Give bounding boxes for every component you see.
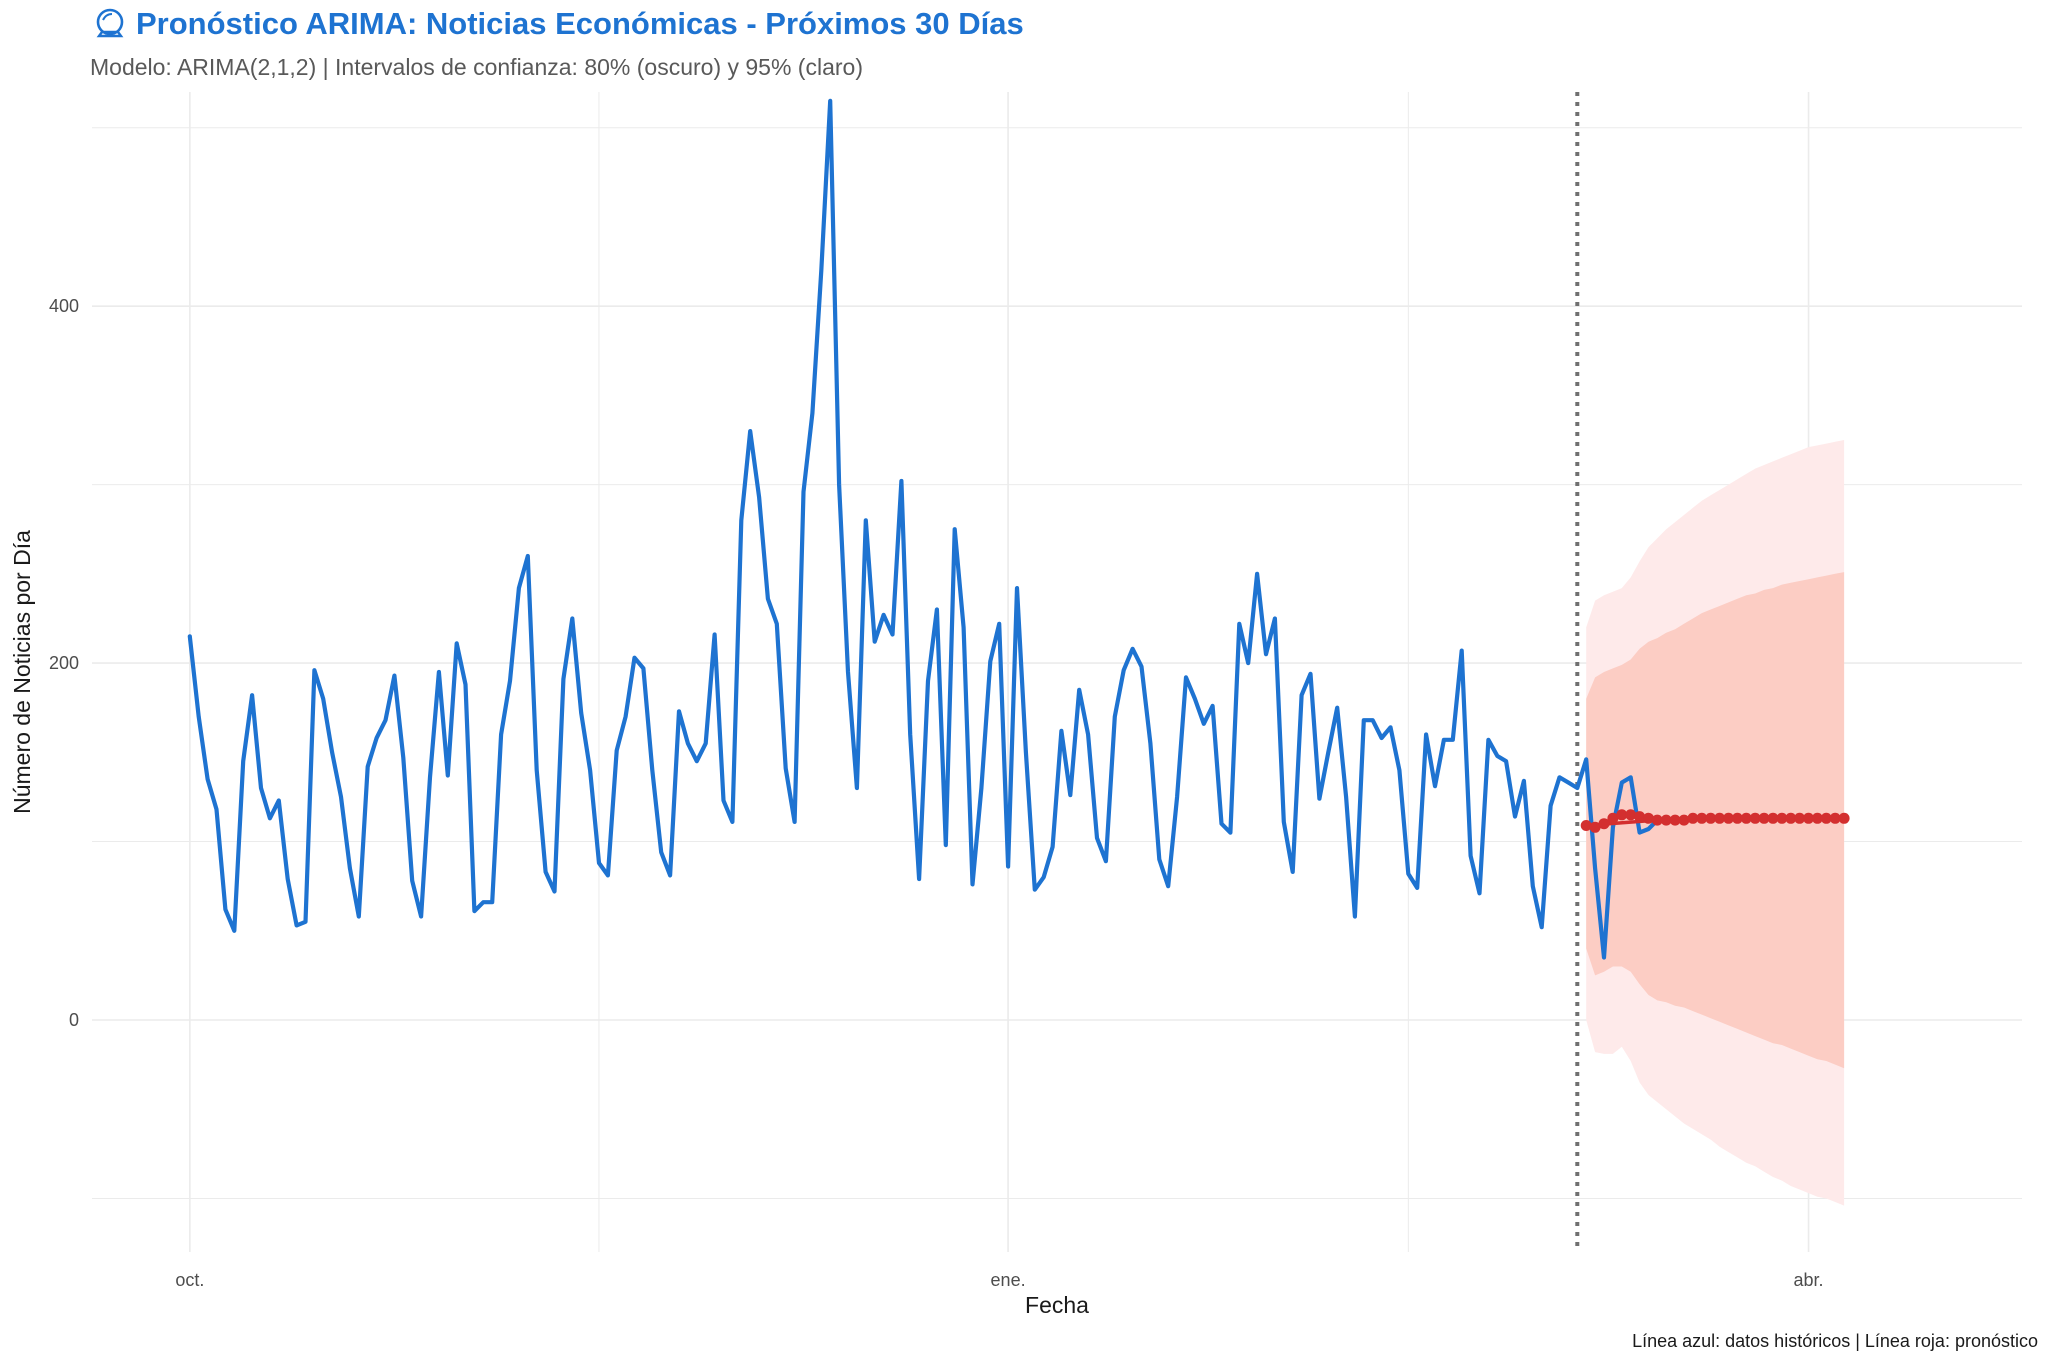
y-tick-label: 400 xyxy=(49,296,79,316)
forecast-point xyxy=(1731,812,1743,824)
y-tick-label: 0 xyxy=(69,1010,79,1030)
forecast-point xyxy=(1651,814,1663,826)
axis-ticks: oct. ene. abr. 0 200 400 xyxy=(49,296,1824,1290)
forecast-point xyxy=(1758,812,1770,824)
forecast-point xyxy=(1829,812,1841,824)
forecast-point xyxy=(1669,814,1681,826)
forecast-point xyxy=(1811,812,1823,824)
chart-title: Pronóstico ARIMA: Noticias Económicas - … xyxy=(136,6,1024,41)
forecast-point xyxy=(1740,812,1752,824)
chart-subtitle: Modelo: ARIMA(2,1,2) | Intervalos de con… xyxy=(90,54,863,80)
forecast-point xyxy=(1589,821,1601,833)
forecast-point xyxy=(1776,812,1788,824)
chart-title-row: Pronóstico ARIMA: Noticias Económicas - … xyxy=(92,6,1024,42)
forecast-point xyxy=(1838,812,1850,824)
forecast-point xyxy=(1607,812,1619,824)
forecast-point xyxy=(1580,820,1592,831)
forecast-point xyxy=(1660,814,1672,826)
forecast-point xyxy=(1723,812,1734,824)
forecast-point xyxy=(1625,809,1637,821)
forecast-point xyxy=(1749,812,1761,824)
chart-caption: Línea azul: datos históricos | Línea roj… xyxy=(1632,1331,2038,1351)
forecast-point xyxy=(1687,812,1699,824)
forecast-point xyxy=(1767,812,1779,824)
crystal-ball-icon xyxy=(96,8,124,38)
forecast-point xyxy=(1616,809,1628,821)
forecast-point xyxy=(1785,812,1797,824)
forecast-point xyxy=(1714,812,1726,824)
forecast-point xyxy=(1634,811,1646,823)
y-axis-title: Número de Noticias por Día xyxy=(9,530,35,814)
forecast-point xyxy=(1678,814,1690,826)
x-tick-label: abr. xyxy=(1794,1270,1824,1290)
forecast-point xyxy=(1705,812,1717,824)
forecast-point xyxy=(1803,812,1814,824)
x-tick-label: oct. xyxy=(175,1270,204,1290)
y-tick-label: 200 xyxy=(49,653,79,673)
forecast-point xyxy=(1696,812,1708,824)
forecast-point xyxy=(1820,812,1832,824)
historical-series-line xyxy=(187,98,1660,960)
forecast-point xyxy=(1794,812,1806,824)
x-axis-title: Fecha xyxy=(1025,1292,1089,1318)
forecast-point xyxy=(1643,812,1654,824)
x-tick-label: ene. xyxy=(991,1270,1026,1290)
forecast-point xyxy=(1598,818,1610,830)
forecast-points xyxy=(1580,809,1850,833)
